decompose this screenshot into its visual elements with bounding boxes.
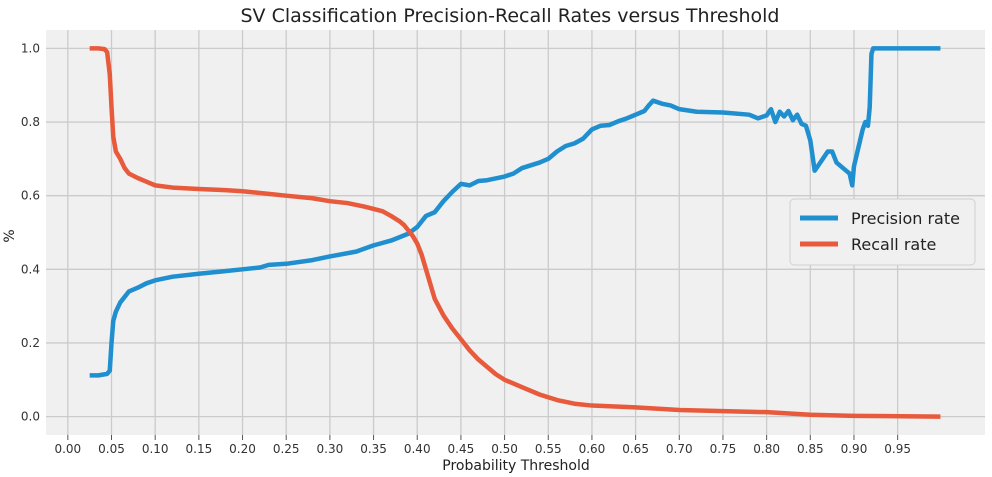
- y-axis-ticks: 0.0 0.2 0.4 0.6 0.8 1.0: [21, 41, 40, 423]
- x-tick-label: 0.60: [579, 442, 606, 456]
- legend-label-recall: Recall rate: [851, 235, 936, 254]
- x-axis-label: Probability Threshold: [442, 458, 589, 474]
- recall-rate-line: [89, 46, 941, 419]
- x-tick-label: 0.10: [142, 442, 169, 456]
- chart-title: SV Classification Precision-Recall Rates…: [241, 5, 780, 27]
- x-tick-label: 0.35: [360, 442, 387, 456]
- legend: Precision rate Recall rate: [789, 198, 976, 266]
- x-tick-label: 0.80: [753, 442, 780, 456]
- x-tick-label: 0.85: [797, 442, 824, 456]
- x-tick-label: 0.40: [404, 442, 431, 456]
- x-tick-label: 0.65: [622, 442, 649, 456]
- x-tick-label: 0.70: [666, 442, 693, 456]
- y-tick-label: 0.8: [21, 115, 40, 129]
- y-tick-label: 0.6: [21, 189, 40, 203]
- y-tick-label: 1.0: [21, 41, 40, 55]
- y-tick-label: 0.2: [21, 336, 40, 350]
- x-tick-label: 0.25: [273, 442, 300, 456]
- legend-label-precision: Precision rate: [851, 209, 960, 228]
- precision-rate-line: [89, 46, 941, 378]
- x-tick-label: 0.55: [535, 442, 562, 456]
- x-tick-label: 0.20: [229, 442, 256, 456]
- x-axis-ticks: 0.00 0.05 0.10 0.15 0.20 0.25 0.30 0.35 0.40 0.45…: [54, 435, 911, 456]
- y-axis-label: %: [2, 229, 18, 242]
- x-tick-label: 0.75: [710, 442, 737, 456]
- x-tick-label: 0.50: [491, 442, 518, 456]
- x-tick-label: 0.90: [841, 442, 868, 456]
- x-tick-label: 0.95: [884, 442, 911, 456]
- series-lines: [89, 46, 941, 419]
- x-tick-label: 0.30: [317, 442, 344, 456]
- x-tick-label: 0.45: [448, 442, 475, 456]
- x-tick-label: 0.05: [98, 442, 125, 456]
- x-tick-label: 0.15: [186, 442, 213, 456]
- y-tick-label: 0.0: [21, 410, 40, 424]
- x-tick-label: 0.00: [54, 442, 81, 456]
- y-tick-label: 0.4: [21, 262, 40, 276]
